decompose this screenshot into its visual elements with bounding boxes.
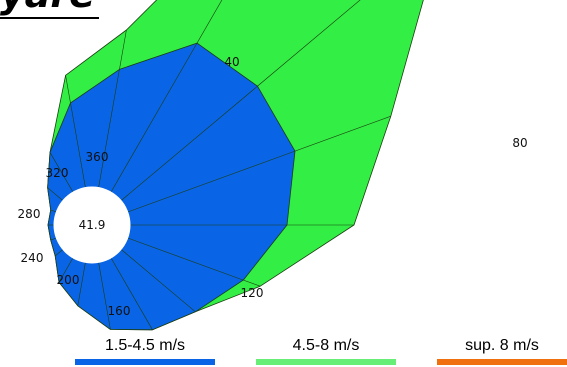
series-1-spoke: [77, 262, 86, 306]
direction-label-360: 360: [86, 150, 109, 164]
direction-label-200: 200: [57, 273, 80, 287]
legend-label-3: sup. 8 m/s: [465, 337, 539, 354]
legend-item-1: 1.5-4.5 m/s: [75, 337, 215, 365]
legend-item-2: 4.5-8 m/s: [256, 337, 396, 365]
series-1-spoke: [120, 85, 258, 201]
series-1-spoke: [50, 237, 57, 241]
legend-label-2: 4.5-8 m/s: [292, 337, 360, 354]
legend-swatch-1: [75, 359, 215, 365]
direction-label-120: 120: [241, 286, 264, 300]
series-1-spoke: [127, 237, 244, 281]
legend-item-3: sup. 8 m/s: [437, 337, 567, 365]
series-1-spoke: [47, 187, 64, 201]
direction-label-280: 280: [18, 207, 41, 221]
legend-swatch-3: [437, 359, 567, 365]
series-1-spoke: [58, 257, 74, 283]
series-1-spoke: [110, 257, 153, 330]
series-1-spoke: [127, 150, 296, 213]
series-1-spoke: [98, 69, 120, 188]
series-1-spoke: [120, 249, 196, 313]
legend-swatch-2: [256, 359, 396, 365]
title-fragment: yare: [0, 0, 95, 16]
series-1-spoke: [110, 42, 198, 193]
center-circle: [53, 186, 131, 264]
direction-label-160: 160: [108, 304, 131, 318]
title-underline: [0, 17, 99, 19]
series-1-spoke: [49, 152, 74, 193]
direction-label-320: 320: [46, 166, 69, 180]
direction-label-40: 40: [224, 55, 239, 69]
direction-label-240: 240: [21, 251, 44, 265]
direction-label-80: 80: [512, 136, 527, 150]
series-1-spoke: [98, 262, 111, 330]
center-label: 41.9: [79, 218, 106, 232]
legend-label-1: 1.5-4.5 m/s: [104, 337, 186, 354]
series-1-spoke: [55, 249, 64, 257]
series-1-spoke: [70, 102, 86, 188]
series-1-spoke: [50, 209, 57, 213]
